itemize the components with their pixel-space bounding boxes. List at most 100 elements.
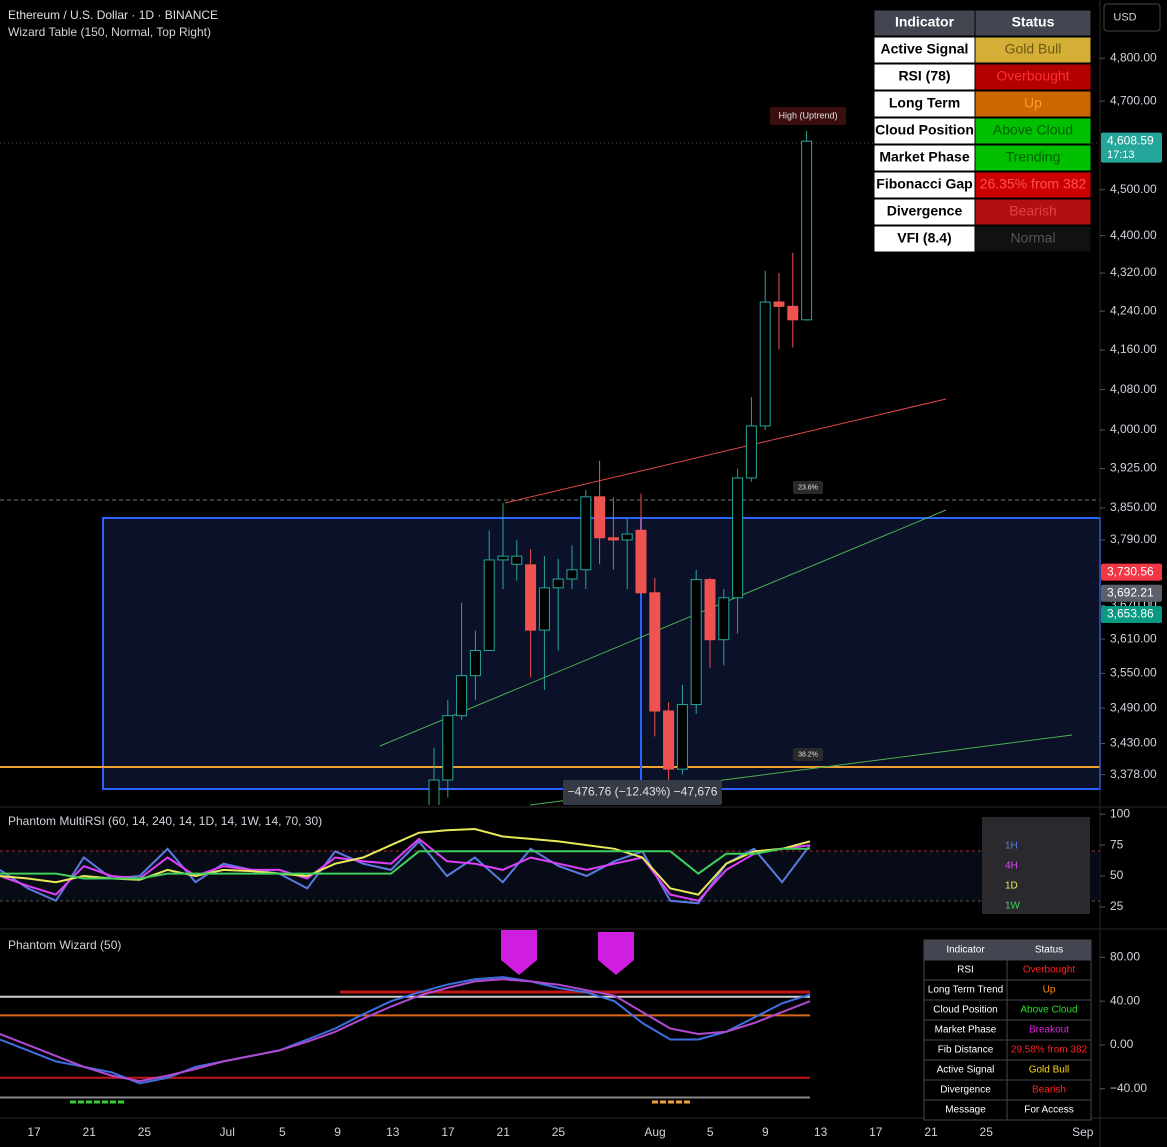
pane-title: Phantom Wizard (50) [8,938,121,952]
rsi-legend-box [982,817,1090,914]
candle-body [511,555,523,565]
y-tick-label: 3,378.00 [1110,767,1157,781]
table-cell [873,225,976,253]
table-label: Long Term Trend [928,985,1003,996]
x-tick-label: 21 [497,1125,511,1139]
y-tick-label: 3,610.00 [1110,631,1157,645]
candle-body [552,578,564,589]
candle-body [718,597,730,641]
candle-body [649,592,661,712]
table-status: Above Cloud [1020,1005,1077,1016]
table-label: Long Term [889,95,960,111]
price-label-box [1101,563,1162,581]
table-cell [974,90,1092,118]
currency-label: USD [1113,11,1136,23]
candle-body [538,587,550,631]
candle-body [690,579,702,706]
series-line [0,978,811,1083]
candle-body [580,496,592,571]
signal-arrow [501,930,537,975]
y-tick-label: 75 [1110,837,1124,851]
chart-title: Ethereum / U.S. Dollar · 1D · BINANCE [8,8,218,22]
table-status: Gold Bull [1005,41,1062,57]
candle-body [704,579,716,641]
y-tick-label: 4,500.00 [1110,182,1157,196]
x-tick-label: Aug [644,1125,665,1139]
series-line [0,839,811,905]
price-label: 3,653.86 [1107,607,1154,621]
table-label: Market Phase [935,1025,997,1036]
table-status: Status [1012,14,1055,30]
y-tick-label: 80.00 [1110,950,1140,964]
table-status: Gold Bull [1029,1065,1070,1076]
table-cell [974,144,1092,172]
price-label-box [1101,132,1162,163]
candle-body [745,425,757,479]
table-status: Bearish [1009,203,1056,219]
x-tick-label: 25 [980,1125,994,1139]
candle-body [607,537,619,541]
chart-subtitle: Wizard Table (150, Normal, Top Right) [8,25,211,39]
annotation-box [770,107,846,125]
signal-arrow [598,932,634,975]
table-label: Cloud Position [875,122,974,138]
table-status: 29.58% from 382 [1011,1045,1088,1056]
table-label: Message [945,1105,986,1116]
candle-body [566,569,578,580]
table-status: Normal [1010,230,1055,246]
candle-body [469,649,481,677]
y-tick-label: 4,080.00 [1110,382,1157,396]
y-tick-label: 0.00 [1110,1037,1134,1051]
table-status: Overbought [1023,965,1075,976]
table-cell [873,117,976,145]
y-tick-label: 3,550.00 [1110,665,1157,679]
legend-label: 1W [1005,901,1021,912]
table-status: Up [1024,95,1042,111]
legend-label: 1D [1005,881,1018,892]
x-tick-label: Jul [220,1125,235,1139]
candle-body [497,555,509,561]
y-tick-label: 100 [1110,806,1130,820]
x-tick-label: 21 [924,1125,938,1139]
candle-body [801,140,813,321]
currency-button[interactable] [1103,3,1161,32]
x-tick-label: 17 [869,1125,883,1139]
candle-body [428,779,440,805]
y-tick-label: −40.00 [1110,1081,1147,1095]
series-line [0,976,811,1085]
table-cell [974,63,1092,91]
table-cell [873,9,976,37]
price-label: 3,692.21 [1107,585,1154,599]
y-tick-label: 3,790.00 [1110,532,1157,546]
x-tick-label: 13 [814,1125,828,1139]
trend-line [504,398,947,504]
table-label: Indicator [946,945,985,956]
table-label: Fib Distance [938,1045,994,1056]
price-label-box [1101,584,1162,602]
table-cell [1006,1099,1092,1121]
table-label: RSI (78) [898,68,950,84]
rsi-band [0,851,1100,901]
price-label: 4,608.59 [1107,133,1154,147]
table-label: Divergence [940,1085,991,1096]
table-status: Status [1035,945,1063,956]
candle-body [732,477,744,599]
candle-body [663,710,675,770]
x-tick-label: 9 [762,1125,769,1139]
candle-body [787,305,799,321]
table-status: Trending [1006,149,1061,165]
x-tick-label: Sep [1072,1125,1094,1139]
x-tick-label: 17 [441,1125,455,1139]
y-tick-label: 3,490.00 [1110,700,1157,714]
annotation: 23.6% [798,484,818,491]
y-tick-label: 40.00 [1110,993,1140,1007]
x-tick-label: 5 [707,1125,714,1139]
table-label: Active Signal [881,41,969,57]
table-label: Fibonacci Gap [876,176,972,192]
candle-body [442,715,454,781]
candle-body [525,564,537,631]
series-line [0,827,811,896]
table-status: For Access [1024,1105,1073,1116]
candle-body [594,496,606,539]
